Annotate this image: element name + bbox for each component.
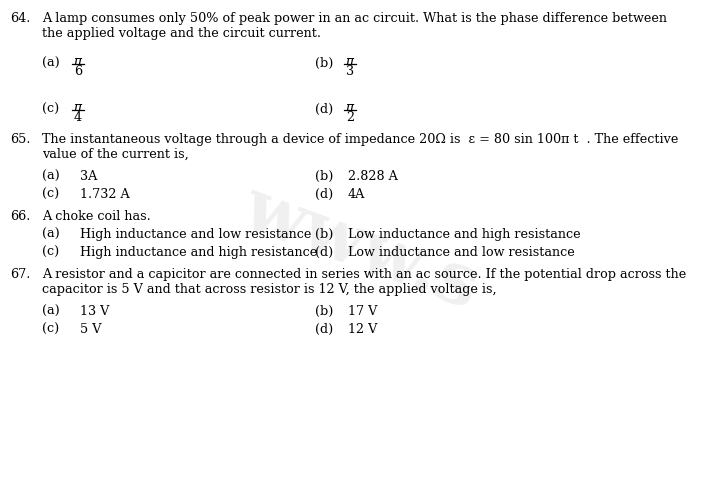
- Text: The instantaneous voltage through a device of impedance 20Ω is  ε = 80 sin 100π : The instantaneous voltage through a devi…: [42, 133, 679, 146]
- Text: A resistor and a capicitor are connected in series with an ac source. If the pot: A resistor and a capicitor are connected…: [42, 268, 686, 281]
- Text: 64.: 64.: [10, 12, 30, 25]
- Text: (a): (a): [42, 57, 60, 70]
- Text: Low inductance and high resistance: Low inductance and high resistance: [348, 228, 580, 241]
- Text: 4: 4: [74, 111, 82, 124]
- Text: 1.732 A: 1.732 A: [80, 188, 130, 201]
- Text: (d): (d): [315, 323, 334, 336]
- Text: 3: 3: [346, 65, 354, 78]
- Text: $\pi$: $\pi$: [345, 55, 355, 68]
- Text: 6: 6: [74, 65, 82, 78]
- Text: A choke coil has.: A choke coil has.: [42, 210, 151, 223]
- Text: 12 V: 12 V: [348, 323, 378, 336]
- Text: the applied voltage and the circuit current.: the applied voltage and the circuit curr…: [42, 27, 321, 40]
- Text: 3A: 3A: [80, 170, 97, 183]
- Text: $\pi$: $\pi$: [73, 101, 83, 114]
- Text: 66.: 66.: [10, 210, 30, 223]
- Text: (c): (c): [42, 103, 59, 116]
- Text: $\pi$: $\pi$: [345, 101, 355, 114]
- Text: (c): (c): [42, 188, 59, 201]
- Text: High inductance and high resistance: High inductance and high resistance: [80, 246, 317, 259]
- Text: (b): (b): [315, 57, 334, 70]
- Text: A lamp consumes only 50% of peak power in an ac circuit. What is the phase diffe: A lamp consumes only 50% of peak power i…: [42, 12, 667, 25]
- Text: (a): (a): [42, 228, 60, 241]
- Text: 67.: 67.: [10, 268, 30, 281]
- Text: 13 V: 13 V: [80, 305, 109, 318]
- Text: 4A: 4A: [348, 188, 365, 201]
- Text: (d): (d): [315, 188, 334, 201]
- Text: High inductance and low resistance: High inductance and low resistance: [80, 228, 311, 241]
- Text: value of the current is,: value of the current is,: [42, 148, 188, 161]
- Text: (c): (c): [42, 323, 59, 336]
- Text: Low inductance and low resistance: Low inductance and low resistance: [348, 246, 575, 259]
- Text: (d): (d): [315, 246, 334, 259]
- Text: 65.: 65.: [10, 133, 30, 146]
- Text: 2: 2: [346, 111, 354, 124]
- Text: capacitor is 5 V and that across resistor is 12 V, the applied voltage is,: capacitor is 5 V and that across resisto…: [42, 283, 497, 296]
- Text: 5 V: 5 V: [80, 323, 102, 336]
- Text: $\pi$: $\pi$: [73, 55, 83, 68]
- Text: (c): (c): [42, 246, 59, 259]
- Text: www.s: www.s: [233, 172, 489, 323]
- Text: (a): (a): [42, 305, 60, 318]
- Text: (b): (b): [315, 170, 334, 183]
- Text: (b): (b): [315, 228, 334, 241]
- Text: 2.828 A: 2.828 A: [348, 170, 398, 183]
- Text: (d): (d): [315, 103, 334, 116]
- Text: 17 V: 17 V: [348, 305, 378, 318]
- Text: (a): (a): [42, 170, 60, 183]
- Text: (b): (b): [315, 305, 334, 318]
